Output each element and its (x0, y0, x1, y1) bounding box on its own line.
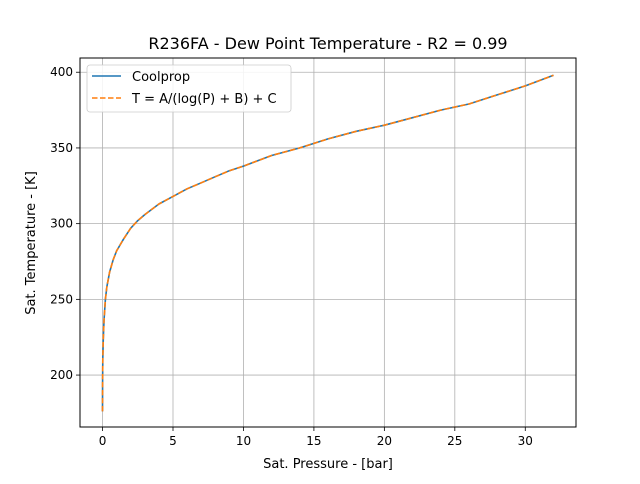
x-tick-label: 10 (236, 434, 251, 448)
x-tick-label: 5 (169, 434, 177, 448)
legend-box (86, 64, 292, 113)
legend-label-1: Coolprop (132, 70, 190, 85)
x-tick-label: 25 (447, 434, 462, 448)
x-axis-label: Sat. Pressure - [bar] (263, 457, 393, 472)
x-tick-label: 15 (306, 434, 321, 448)
legend: Coolprop T = A/(log(P) + B) + C (86, 64, 292, 113)
y-tick-label: 400 (50, 65, 73, 79)
y-tick-label: 200 (50, 368, 73, 382)
plot-frame (79, 57, 577, 428)
chart-title: R236FA - Dew Point Temperature - R2 = 0.… (148, 34, 507, 53)
x-tick-label: 30 (518, 434, 533, 448)
x-tick-label: 20 (377, 434, 392, 448)
y-tick-label: 300 (50, 217, 73, 231)
tick-layer: 0 5 10 15 20 25 30 200 250 300 350 400 (50, 65, 533, 448)
x-tick-label: 0 (99, 434, 107, 448)
y-tick-label: 350 (50, 141, 73, 155)
y-tick-label: 250 (50, 292, 73, 306)
y-axis-label: Sat. Temperature - [K] (24, 171, 39, 315)
legend-label-2: T = A/(log(P) + B) + C (131, 92, 277, 107)
grid-layer (80, 58, 576, 427)
series-layer (101, 74, 554, 412)
series-line-2 (101, 74, 554, 412)
